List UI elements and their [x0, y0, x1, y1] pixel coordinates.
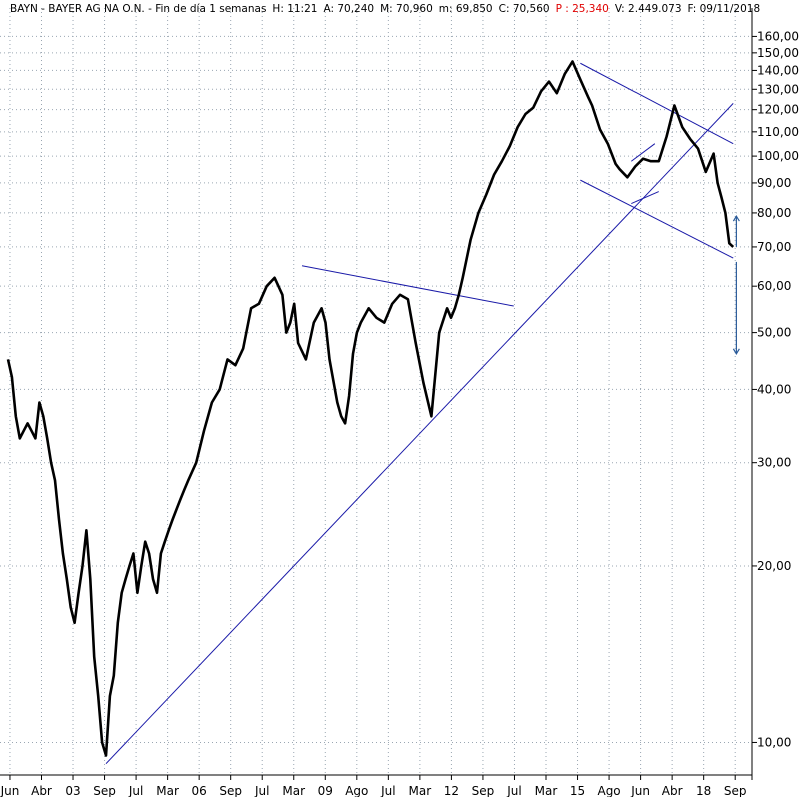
x-tick-label: Mar	[409, 784, 432, 797]
y-tick-label: 160,00	[757, 29, 799, 43]
chart-header: BAYN - BAYER AG NA O.N. - Fin de día 1 s…	[10, 3, 760, 15]
trendline	[301, 265, 514, 307]
x-tick-label: 12	[444, 784, 459, 797]
header-field-4: m: 69,850	[439, 3, 493, 15]
header-field-1: H: 11:21	[272, 3, 317, 15]
y-tick-label: 110,00	[757, 125, 799, 139]
x-axis: Jun Abr 03 Sep Jul Mar 06 Sep Jul Mar 09 Ago Jul Mar 1…	[0, 774, 752, 797]
x-tick-label: Mar	[535, 784, 558, 797]
y-tick-label: 90,00	[757, 176, 791, 190]
trendline	[105, 103, 734, 765]
header-field-5: C: 70,560	[499, 3, 550, 15]
x-tick-label: 15	[570, 784, 585, 797]
y-tick-label: 10,00	[757, 735, 791, 749]
x-tick-label: Abr	[31, 784, 52, 797]
y-tick-label: 80,00	[757, 206, 791, 220]
y-tick-label: 130,00	[757, 82, 799, 96]
trendline	[580, 62, 734, 145]
header-field-0: BAYN - BAYER AG NA O.N. - Fin de día 1 s…	[10, 3, 266, 15]
x-tick-label: Ago	[345, 784, 368, 797]
y-tick-label: 20,00	[757, 559, 791, 573]
y-tick-label: 100,00	[757, 149, 799, 163]
y-tick-label: 140,00	[757, 63, 799, 77]
trendline	[631, 143, 656, 162]
x-tick-label: Sep	[472, 784, 495, 797]
y-tick-label: 50,00	[757, 326, 791, 340]
x-tick-label: Ago	[597, 784, 620, 797]
header-field-3: M: 70,960	[380, 3, 433, 15]
x-tick-label: Abr	[662, 784, 683, 797]
y-tick-label: 120,00	[757, 103, 799, 117]
price-series-line	[6, 60, 735, 757]
y-axis: 160,00 150,00 140,00 130,00 120,00 110,00 100,…	[751, 8, 799, 780]
x-tick-label: 18	[696, 784, 711, 797]
y-tick-label: 40,00	[757, 382, 791, 396]
x-tick-label: Mar	[156, 784, 179, 797]
x-tick-label: Jul	[254, 784, 269, 797]
y-tick-label: 30,00	[757, 456, 791, 470]
x-tick-label: 03	[65, 784, 80, 797]
x-tick-label: 09	[318, 784, 333, 797]
x-tick-label: Jun	[630, 784, 650, 797]
header-field-8: F: 09/11/2018	[688, 3, 761, 15]
x-tick-label: Sep	[724, 784, 747, 797]
header-field-2: A: 70,240	[323, 3, 374, 15]
trendline-layer	[105, 62, 740, 765]
target-arrow-head	[732, 348, 740, 356]
x-tick-label: 06	[192, 784, 207, 797]
target-arrow-head	[732, 214, 740, 222]
x-tick-label: Jul	[380, 784, 395, 797]
x-tick-label: Jul	[506, 784, 521, 797]
y-tick-label: 150,00	[757, 46, 799, 60]
y-tick-label: 70,00	[757, 240, 791, 254]
x-tick-label: Mar	[282, 784, 305, 797]
grid-layer	[0, 8, 752, 775]
x-tick-label: Sep	[219, 784, 242, 797]
trendline	[580, 179, 734, 259]
trendline	[631, 191, 659, 205]
header-field-6: P : 25,340	[556, 3, 609, 15]
x-tick-label: Jun	[0, 784, 19, 797]
header-field-7: V: 2.449.073	[615, 3, 682, 15]
y-tick-label: 60,00	[757, 279, 791, 293]
x-tick-label: Sep	[93, 784, 116, 797]
x-tick-label: Jul	[128, 784, 143, 797]
price-series-layer	[6, 60, 735, 757]
